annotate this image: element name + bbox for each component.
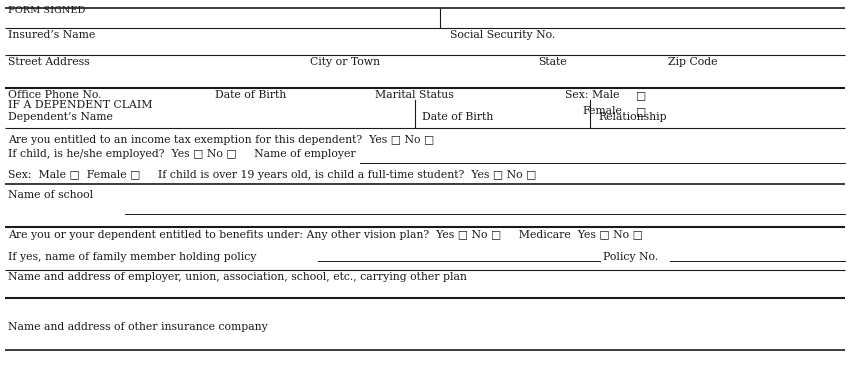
Text: Policy No.: Policy No. bbox=[603, 252, 658, 262]
Text: Name of school: Name of school bbox=[8, 190, 94, 200]
Text: If yes, name of family member holding policy: If yes, name of family member holding po… bbox=[8, 252, 257, 262]
Text: Social Security No.: Social Security No. bbox=[450, 30, 555, 40]
Text: Sex:  Male □  Female □     If child is over 19 years old, is child a full-time s: Sex: Male □ Female □ If child is over 19… bbox=[8, 170, 536, 180]
Text: If child, is he/she employed?  Yes □ No □     Name of employer: If child, is he/she employed? Yes □ No □… bbox=[8, 149, 355, 159]
Text: Are you or your dependent entitled to benefits under: Any other vision plan?  Ye: Are you or your dependent entitled to be… bbox=[8, 230, 643, 240]
Text: FORM SIGNED: FORM SIGNED bbox=[8, 6, 85, 15]
Text: Female: Female bbox=[582, 106, 622, 116]
Text: Relationship: Relationship bbox=[598, 112, 666, 122]
Text: □: □ bbox=[636, 90, 646, 100]
Text: State: State bbox=[538, 57, 567, 67]
Text: Date of Birth: Date of Birth bbox=[422, 112, 493, 122]
Text: Street Address: Street Address bbox=[8, 57, 89, 67]
Text: Date of Birth: Date of Birth bbox=[215, 90, 286, 100]
Text: IF A DEPENDENT CLAIM: IF A DEPENDENT CLAIM bbox=[8, 100, 152, 110]
Text: Office Phone No.: Office Phone No. bbox=[8, 90, 101, 100]
Text: City or Town: City or Town bbox=[310, 57, 380, 67]
Text: Insured’s Name: Insured’s Name bbox=[8, 30, 95, 40]
Text: Marital Status: Marital Status bbox=[375, 90, 454, 100]
Text: □: □ bbox=[636, 106, 646, 116]
Text: Dependent’s Name: Dependent’s Name bbox=[8, 112, 113, 122]
Text: Zip Code: Zip Code bbox=[668, 57, 717, 67]
Text: Are you entitled to an income tax exemption for this dependent?  Yes □ No □: Are you entitled to an income tax exempt… bbox=[8, 135, 434, 145]
Text: Name and address of employer, union, association, school, etc., carrying other p: Name and address of employer, union, ass… bbox=[8, 272, 467, 282]
Text: Name and address of other insurance company: Name and address of other insurance comp… bbox=[8, 322, 268, 332]
Text: Sex: Male: Sex: Male bbox=[565, 90, 620, 100]
